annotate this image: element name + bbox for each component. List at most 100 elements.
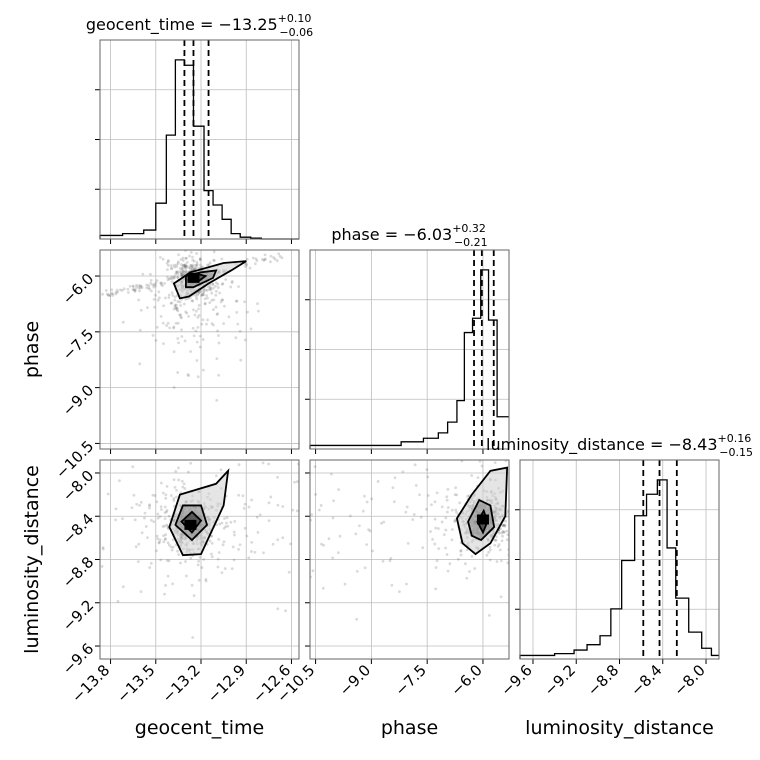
- sample-point: [228, 242, 231, 245]
- sample-point: [485, 553, 489, 557]
- sample-point: [503, 524, 507, 528]
- sample-point: [172, 350, 176, 354]
- sample-point: [159, 283, 163, 286]
- sample-point: [488, 613, 491, 617]
- sample-point: [498, 548, 502, 552]
- sample-point: [388, 559, 392, 563]
- sample-point: [195, 297, 199, 301]
- sample-point: [233, 533, 236, 537]
- sample-point: [191, 266, 195, 270]
- sample-point: [101, 292, 104, 296]
- sample-point: [480, 464, 484, 468]
- sample-point: [137, 298, 141, 302]
- contour-line-0: [455, 466, 509, 556]
- sample-point: [264, 257, 267, 261]
- sample-point: [143, 516, 146, 520]
- sample-point: [184, 574, 188, 578]
- sample-point: [156, 516, 160, 520]
- sample-point: [120, 289, 124, 292]
- sample-point: [355, 570, 359, 573]
- sample-point: [215, 236, 218, 239]
- sample-point: [164, 496, 168, 500]
- sample-point: [153, 305, 156, 309]
- sample-point: [156, 298, 160, 302]
- sample-point: [181, 259, 185, 262]
- sample-point: [200, 293, 204, 297]
- sample-point: [184, 256, 188, 260]
- sample-point: [501, 534, 504, 538]
- sample-point: [433, 500, 437, 504]
- sample-point: [216, 565, 220, 569]
- sample-point: [203, 302, 207, 306]
- sample-point: [498, 531, 501, 535]
- sample-point: [237, 463, 241, 467]
- sample-point: [222, 540, 226, 544]
- sample-point: [281, 505, 285, 508]
- sample-point: [171, 545, 175, 549]
- sample-point: [178, 300, 182, 304]
- sample-point: [245, 257, 249, 261]
- sample-point: [161, 321, 165, 325]
- sample-point: [180, 266, 184, 270]
- sample-point: [163, 511, 167, 515]
- sample-point: [136, 560, 140, 564]
- sample-point: [506, 561, 509, 565]
- sample-point: [172, 386, 176, 389]
- sample-point: [194, 264, 198, 267]
- sample-point: [428, 432, 431, 435]
- sample-point: [176, 260, 180, 264]
- sample-point: [251, 256, 255, 260]
- sample-point: [157, 296, 161, 300]
- sample-point: [494, 539, 497, 542]
- sample-point: [389, 557, 393, 560]
- panel-title-luminosity_distance: luminosity_distance = −8.43+0.16 −0.15: [486, 432, 753, 459]
- sample-point: [161, 491, 165, 495]
- contour-line-1: [185, 269, 218, 289]
- sample-point: [367, 528, 370, 532]
- sample-point: [225, 516, 229, 520]
- sample-point: [179, 258, 183, 261]
- sample-point: [433, 517, 437, 521]
- sample-point: [450, 528, 454, 531]
- sample-point: [200, 322, 204, 326]
- sample-point: [473, 567, 477, 570]
- sample-point: [213, 284, 217, 288]
- sample-point: [223, 567, 227, 570]
- sample-point: [216, 286, 220, 289]
- sample-point: [175, 308, 179, 312]
- sample-point: [358, 524, 361, 528]
- sample-point: [225, 521, 228, 525]
- sample-point: [230, 567, 234, 571]
- sample-point: [159, 558, 163, 562]
- sample-point: [147, 284, 151, 287]
- sample-point: [269, 254, 273, 258]
- x-tick-label: −8.8: [584, 661, 622, 699]
- sample-point: [121, 320, 125, 324]
- sample-point: [167, 264, 170, 267]
- sample-point: [152, 283, 156, 287]
- sample-point: [133, 518, 137, 522]
- sample-point: [132, 288, 136, 291]
- sample-point: [189, 263, 193, 267]
- sample-point: [278, 254, 282, 258]
- sample-point: [161, 257, 165, 261]
- y-tick-label: −7.5: [59, 325, 97, 363]
- sample-point: [220, 282, 224, 286]
- sample-point: [446, 487, 450, 491]
- sample-point: [216, 282, 220, 286]
- sample-point: [177, 341, 181, 345]
- sample-point: [189, 267, 193, 271]
- sample-point: [173, 298, 177, 302]
- sample-point: [151, 493, 155, 497]
- sample-point: [348, 514, 352, 518]
- sample-point: [255, 515, 259, 519]
- sample-point: [201, 291, 205, 295]
- sample-point: [501, 529, 505, 533]
- sample-point: [111, 292, 114, 296]
- sample-point: [203, 297, 207, 301]
- sample-point: [185, 264, 189, 268]
- sample-point: [145, 286, 149, 290]
- sample-point: [195, 340, 199, 344]
- sample-point: [223, 517, 226, 520]
- sample-point: [199, 289, 203, 293]
